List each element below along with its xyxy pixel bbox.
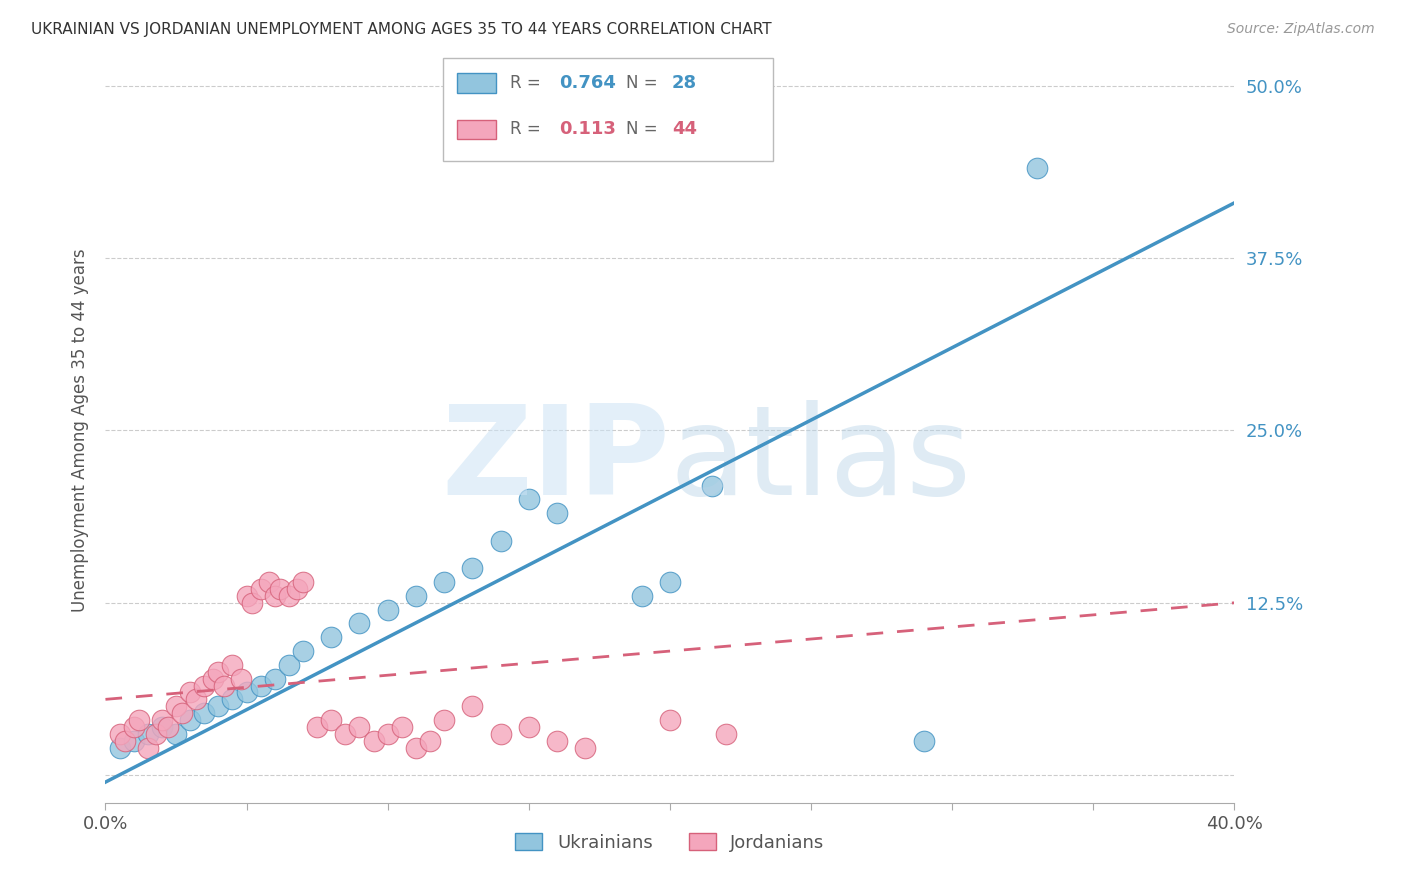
Point [145, 727, 167, 741]
Point [193, 679, 215, 693]
Point [433, 575, 456, 590]
Point [170, 706, 193, 720]
Point [249, 582, 271, 596]
Point [307, 720, 329, 734]
Point [229, 672, 252, 686]
Text: R =: R = [510, 120, 547, 138]
Point [292, 644, 315, 658]
Point [321, 713, 343, 727]
Point [165, 699, 187, 714]
Point [287, 582, 309, 596]
Point [659, 575, 682, 590]
Point [201, 672, 224, 686]
Point [193, 706, 215, 720]
Point [179, 685, 201, 699]
Point [391, 720, 413, 734]
Point [156, 720, 179, 734]
Point [257, 575, 280, 590]
Point [269, 582, 291, 596]
Point [489, 533, 512, 548]
Point [419, 733, 441, 747]
Text: 28: 28 [672, 74, 697, 92]
Point [207, 665, 229, 679]
Text: Source: ZipAtlas.com: Source: ZipAtlas.com [1227, 22, 1375, 37]
Point [212, 679, 235, 693]
Text: N =: N = [626, 120, 662, 138]
Point [207, 699, 229, 714]
Point [377, 603, 399, 617]
Point [128, 713, 150, 727]
Text: N =: N = [626, 74, 662, 92]
Point [114, 733, 136, 747]
Point [659, 713, 682, 727]
Text: atlas: atlas [671, 400, 972, 521]
Point [321, 630, 343, 644]
Point [716, 727, 738, 741]
Point [136, 740, 159, 755]
Point [349, 720, 371, 734]
Point [405, 589, 427, 603]
Point [263, 589, 285, 603]
Point [546, 733, 568, 747]
Point [702, 478, 724, 492]
Point [546, 506, 568, 520]
Point [292, 575, 315, 590]
Point [461, 561, 484, 575]
Point [1025, 161, 1047, 176]
Y-axis label: Unemployment Among Ages 35 to 44 years: Unemployment Among Ages 35 to 44 years [70, 249, 89, 612]
Point [517, 492, 540, 507]
Point [136, 727, 159, 741]
Point [912, 733, 935, 747]
Point [335, 727, 357, 741]
Point [630, 589, 652, 603]
Point [108, 740, 131, 755]
Point [277, 589, 299, 603]
Text: 0.764: 0.764 [560, 74, 616, 92]
Text: 0.113: 0.113 [560, 120, 616, 138]
Text: R =: R = [510, 74, 547, 92]
Point [377, 727, 399, 741]
Point [249, 679, 271, 693]
Point [277, 657, 299, 672]
Text: 44: 44 [672, 120, 697, 138]
Point [517, 720, 540, 734]
Point [184, 692, 207, 706]
Point [221, 692, 243, 706]
Point [108, 727, 131, 741]
Point [574, 740, 596, 755]
Point [405, 740, 427, 755]
Point [240, 596, 263, 610]
Point [433, 713, 456, 727]
Point [235, 589, 257, 603]
Point [165, 727, 187, 741]
Text: UKRAINIAN VS JORDANIAN UNEMPLOYMENT AMONG AGES 35 TO 44 YEARS CORRELATION CHART: UKRAINIAN VS JORDANIAN UNEMPLOYMENT AMON… [31, 22, 772, 37]
Point [122, 720, 145, 734]
Legend: Ukrainians, Jordanians: Ukrainians, Jordanians [506, 824, 834, 861]
Point [150, 720, 173, 734]
Point [363, 733, 385, 747]
Point [263, 672, 285, 686]
Point [235, 685, 257, 699]
Point [349, 616, 371, 631]
Text: ZIP: ZIP [441, 400, 671, 521]
Point [150, 713, 173, 727]
Point [461, 699, 484, 714]
Point [179, 713, 201, 727]
Point [489, 727, 512, 741]
Point [221, 657, 243, 672]
Point [122, 733, 145, 747]
